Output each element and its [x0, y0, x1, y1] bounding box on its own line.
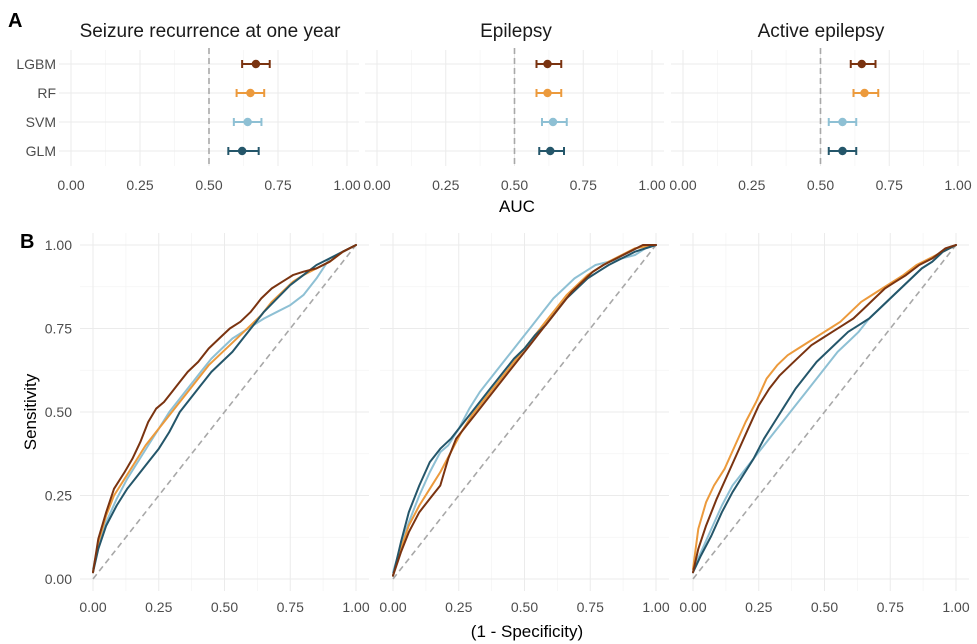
y-tick-label: 1.00: [45, 237, 72, 253]
x-tick-label: 0.75: [264, 177, 291, 193]
auc-marker: [251, 59, 261, 69]
x-tick-label: 0.25: [432, 177, 459, 193]
panel-a-label: A: [8, 10, 22, 32]
facet-title-active-epilepsy: Active epilepsy: [758, 21, 885, 42]
auc-point-lgbm: [241, 59, 271, 69]
auc-point-svm: [232, 117, 263, 127]
roc-facet-2: 0.00 0.25 0.50 0.75 1.00: [379, 233, 670, 615]
facet-title-epilepsy: Epilepsy: [480, 21, 552, 42]
x-tick-label: 0.50: [511, 599, 538, 615]
y-tick-label: 0.00: [45, 571, 72, 587]
auc-marker: [237, 146, 247, 156]
auc-marker: [857, 59, 866, 69]
auc-point-svm: [541, 117, 568, 127]
auc-marker: [243, 117, 252, 127]
y-tick-label-glm: GLM: [26, 143, 56, 159]
y-tick-label-svm: SVM: [26, 114, 56, 130]
panel-a-x-axis-title: AUC: [499, 197, 535, 216]
chance-diagonal: [692, 244, 957, 580]
roc-curve-lgbm: [392, 244, 657, 577]
x-tick-label: 0.75: [570, 177, 597, 193]
x-tick-label: 0.50: [811, 599, 838, 615]
auc-point-lgbm: [849, 59, 877, 69]
auc-marker: [838, 146, 847, 156]
auc-point-glm: [827, 146, 858, 156]
auc-point-lgbm: [535, 59, 563, 69]
chance-diagonal: [392, 244, 657, 580]
auc-marker: [838, 117, 847, 127]
forest-facet-1: 0.00 0.25 0.50 0.75 1.00: [57, 48, 361, 193]
roc-curve-glm: [692, 244, 957, 574]
auc-marker: [860, 88, 869, 98]
x-tick-label: 0.25: [445, 599, 472, 615]
roc-facet-3: 0.00 0.25 0.50 0.75 1.00: [679, 233, 970, 615]
x-tick-label: 0.75: [877, 599, 904, 615]
panel-b-x-axis-title: (1 - Specificity): [471, 622, 583, 641]
roc-curve-glm: [92, 244, 357, 574]
y-tick-label: 0.25: [45, 488, 72, 504]
y-tick-label-lgbm: LGBM: [16, 56, 56, 72]
x-tick-label: 1.00: [333, 177, 360, 193]
roc-curve-lgbm: [692, 244, 957, 574]
roc-curve-glm: [392, 244, 657, 577]
x-tick-label: 0.00: [379, 599, 406, 615]
forest-facet-2: 0.00 0.25 0.50 0.75 1.00: [363, 48, 666, 193]
x-tick-label: 1.00: [944, 177, 971, 193]
x-tick-label: 0.75: [577, 599, 604, 615]
x-tick-label: 0.75: [876, 177, 903, 193]
x-tick-label: 0.25: [745, 599, 772, 615]
x-tick-label: 0.00: [669, 177, 696, 193]
x-tick-label: 0.00: [79, 599, 106, 615]
auc-point-glm: [538, 146, 565, 156]
forest-facet-3: 0.00 0.25 0.50 0.75 1.00: [669, 48, 972, 193]
auc-marker: [546, 146, 555, 156]
panel-b-y-axis-title: Sensitivity: [21, 373, 40, 450]
auc-marker: [543, 59, 552, 69]
y-tick-label: 0.50: [45, 404, 72, 420]
auc-marker: [548, 117, 558, 127]
x-tick-label: 0.00: [57, 177, 84, 193]
facet-title-seizure-recurrence: Seizure recurrence at one year: [80, 21, 342, 42]
auc-marker: [543, 88, 552, 98]
y-tick-label-rf: RF: [37, 85, 56, 101]
x-tick-label: 1.00: [942, 599, 969, 615]
x-tick-label: 0.00: [363, 177, 390, 193]
x-tick-label: 1.00: [342, 599, 369, 615]
auc-point-rf: [852, 88, 880, 98]
auc-marker: [246, 88, 255, 98]
auc-point-glm: [227, 146, 260, 156]
x-tick-label: 1.00: [642, 599, 669, 615]
roc-facet-1: 0.00 0.25 0.50 0.75 1.00: [79, 233, 370, 615]
chance-diagonal: [92, 244, 357, 580]
roc-curve-lgbm: [92, 244, 357, 574]
x-tick-label: 0.50: [501, 177, 528, 193]
auc-point-svm: [827, 117, 858, 127]
auc-point-rf: [235, 88, 266, 98]
x-tick-label: 0.25: [145, 599, 172, 615]
x-tick-label: 0.75: [277, 599, 304, 615]
x-tick-label: 0.25: [126, 177, 153, 193]
roc-curve-rf: [692, 244, 957, 570]
y-tick-label: 0.75: [45, 321, 72, 337]
x-tick-label: 0.00: [679, 599, 706, 615]
x-tick-label: 0.50: [211, 599, 238, 615]
auc-point-rf: [535, 88, 563, 98]
x-tick-label: 0.50: [195, 177, 222, 193]
roc-curve-svm: [92, 244, 357, 570]
panel-b-roc-curves: 0.00 0.25 0.50 0.75 1.00 0.00 0.25 0.50 0.75 1.00…: [45, 233, 970, 615]
x-tick-label: 1.00: [638, 177, 665, 193]
panel-b-label: B: [20, 231, 34, 253]
x-tick-label: 0.25: [738, 177, 765, 193]
x-tick-label: 0.50: [807, 177, 834, 193]
